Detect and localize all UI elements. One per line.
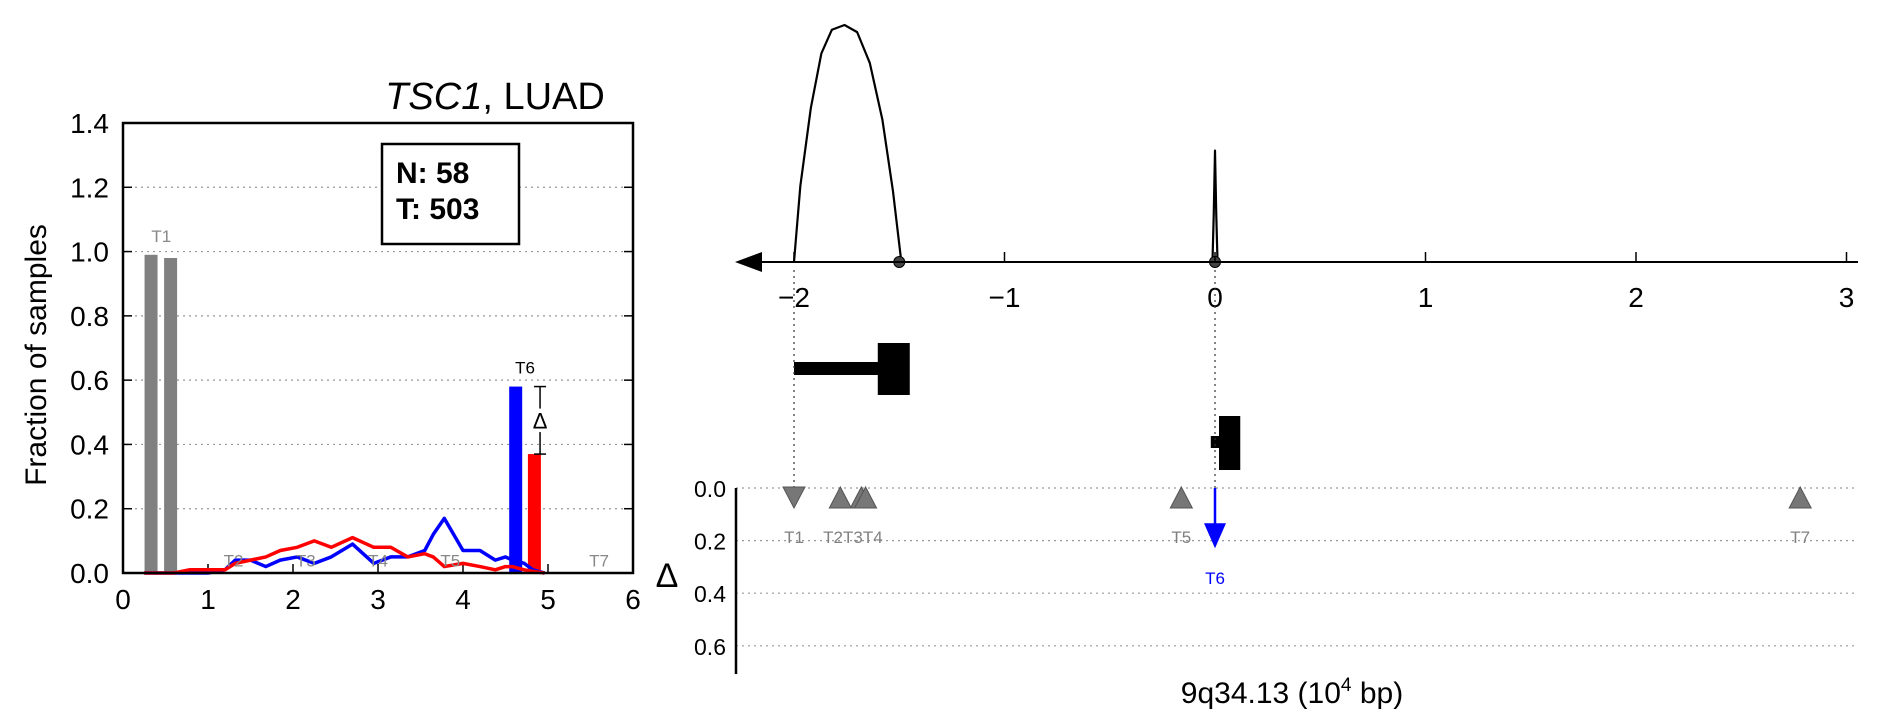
- region-label-t5: T5: [440, 552, 460, 571]
- left-bars: [144, 254, 541, 574]
- triangle-down-icon: [782, 486, 806, 510]
- right-xtick-label: 2: [1628, 282, 1644, 313]
- region-label-t7: T7: [589, 552, 609, 571]
- legend-frame: [380, 142, 521, 246]
- right-genomic-axis: [735, 252, 1858, 272]
- left-ytick-label: 0.0: [70, 558, 109, 589]
- left-y-ticks: 0.0 0.2 0.4 0.6 0.8 1.0 1.2 1.4: [70, 108, 633, 589]
- t6-bar-t: [527, 454, 541, 573]
- left-ytick-label: 0.6: [70, 365, 109, 396]
- triangle-up-icon: [1788, 485, 1813, 509]
- left-arrow-icon: [735, 252, 762, 272]
- xlabel-end: bp): [1352, 677, 1404, 710]
- peak-curve: [1211, 149, 1219, 263]
- left-plot-frame: [121, 121, 635, 575]
- gene-model-thin: [794, 362, 880, 375]
- triangle-up-icon: [828, 485, 853, 509]
- series-line-n: [144, 516, 546, 575]
- delta-gridlines: [736, 487, 1858, 647]
- series-line-t: [144, 535, 545, 575]
- left-panel-chart: TSC1, LUAD Fraction of samples 0.0 0.2 0.4…: [20, 76, 641, 615]
- region-label-t4: T4: [368, 552, 388, 571]
- left-chart-title: TSC1, LUAD: [385, 76, 605, 118]
- t6-bar-n: [509, 386, 523, 573]
- left-ytick-label: 1.4: [70, 108, 109, 139]
- left-xtick-label: 6: [625, 584, 641, 615]
- legend-t: T: 503: [396, 193, 479, 226]
- delta-symbol: Δ: [533, 408, 548, 433]
- xlabel-main: 9q34.13 (10: [1181, 677, 1341, 710]
- right-xtick-label: −2: [778, 282, 810, 313]
- triangle-up-icon: [853, 485, 878, 509]
- left-ytick-label: 0.2: [70, 494, 109, 525]
- delta-markers: [782, 485, 1813, 549]
- down-arrow-icon: [1204, 523, 1226, 549]
- marker-label-t6: T6: [1205, 569, 1225, 588]
- title-rest: , LUAD: [482, 76, 604, 118]
- region-label-t3: T3: [296, 552, 316, 571]
- title-gene: TSC1: [385, 76, 482, 118]
- left-xtick-label: 0: [115, 584, 131, 615]
- region-label-t6: T6: [515, 359, 535, 378]
- marker-label-t2t3t4: T2T3T4: [823, 528, 883, 547]
- left-xtick-label: 5: [540, 584, 556, 615]
- right-xtick-label: 1: [1418, 282, 1434, 313]
- right-dotted-links: [793, 270, 1216, 488]
- right-xlabel: 9q34.13 (104 bp): [1181, 675, 1403, 710]
- marker-label-t7: T7: [1790, 528, 1810, 547]
- delta-ytick-label: 0.2: [694, 529, 726, 555]
- left-x-ticks: 0 1 2 3 4 5 6: [115, 564, 641, 615]
- xlabel-sup: 4: [1341, 675, 1352, 696]
- left-xtick-label: 3: [370, 584, 386, 615]
- legend-n: N: 58: [396, 157, 469, 190]
- gene-model-thick: [1219, 416, 1241, 470]
- left-ytick-label: 0.4: [70, 429, 109, 460]
- marker-label-t5: T5: [1171, 528, 1191, 547]
- t1-bar: [144, 254, 158, 574]
- region-label-t1: T1: [151, 227, 171, 246]
- left-xtick-label: 1: [200, 584, 216, 615]
- left-gridlines: [123, 186, 633, 510]
- left-xtick-label: 2: [285, 584, 301, 615]
- left-xtick-label: 4: [455, 584, 471, 615]
- right-xtick-label: 0: [1207, 282, 1223, 313]
- left-region-labels: T1 T2 T3 T4 T5 T6 T7: [151, 227, 609, 571]
- right-xtick-label: 3: [1839, 282, 1855, 313]
- left-ylabel: Fraction of samples: [20, 224, 53, 486]
- delta-marker-labels: T1 T2T3T4 T5 T6 T7: [784, 528, 1810, 588]
- right-xtick-label: −1: [989, 282, 1021, 313]
- region-label-t2: T2: [224, 552, 244, 571]
- left-series-lines: [144, 516, 546, 575]
- legend-box: N: 58 T: 503: [380, 142, 521, 246]
- delta-axis-label: Δ: [656, 557, 679, 595]
- peak-curve: [792, 23, 903, 263]
- delta-ytick-label: 0.0: [694, 476, 726, 502]
- left-delta-marker: Δ: [533, 385, 548, 455]
- delta-ytick-label: 0.4: [694, 581, 726, 607]
- marker-label-t1: T1: [784, 528, 804, 547]
- left-ytick-label: 1.0: [70, 237, 109, 268]
- delta-ytick-label: 0.6: [694, 634, 726, 660]
- right-panel-chart: −2 −1 0 1 2 3 0.0 0.2 0.4 0.6 Δ T1 T2T3T4 T5 T6 …: [656, 23, 1858, 710]
- right-gene-models: [794, 343, 1241, 470]
- gene-model-thick: [877, 343, 910, 395]
- right-peak-curves: [792, 23, 1221, 268]
- left-ytick-label: 1.2: [70, 172, 109, 203]
- t1-bar: [164, 258, 178, 573]
- delta-y-ticks: 0.0 0.2 0.4 0.6: [694, 476, 726, 660]
- right-x-ticks: −2 −1 0 1 2 3: [778, 252, 1854, 313]
- left-ytick-label: 0.8: [70, 301, 109, 332]
- triangle-up-icon: [1169, 485, 1194, 509]
